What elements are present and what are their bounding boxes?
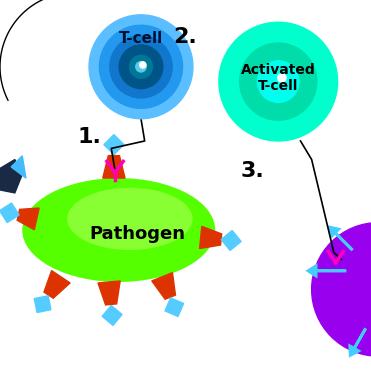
Polygon shape [103,156,125,178]
FancyArrow shape [308,266,345,276]
FancyArrow shape [329,227,352,249]
FancyArrow shape [350,329,365,355]
Text: T-cell: T-cell [119,31,163,46]
Text: 1.: 1. [77,127,101,147]
Polygon shape [0,203,19,223]
Circle shape [99,25,183,108]
Ellipse shape [22,178,215,282]
Circle shape [89,15,193,119]
Polygon shape [152,273,175,299]
Polygon shape [11,156,26,178]
Polygon shape [34,296,51,312]
Circle shape [278,74,286,82]
Polygon shape [44,270,70,298]
Polygon shape [165,298,184,316]
Circle shape [240,43,317,120]
Text: Pathogen: Pathogen [89,225,185,243]
Text: 3.: 3. [240,161,264,181]
Circle shape [119,45,163,89]
Circle shape [129,55,152,78]
Circle shape [312,223,371,356]
Polygon shape [0,160,22,193]
Text: 2.: 2. [174,27,197,47]
Polygon shape [17,208,39,230]
Circle shape [136,62,146,72]
Polygon shape [102,305,122,325]
Circle shape [110,36,172,98]
Ellipse shape [67,188,193,250]
Circle shape [219,22,338,141]
Polygon shape [200,226,221,249]
Circle shape [140,62,146,68]
Polygon shape [221,230,241,250]
Polygon shape [104,135,124,155]
Circle shape [257,61,299,102]
Text: Activated
T-cell: Activated T-cell [241,63,316,93]
Polygon shape [98,281,120,305]
